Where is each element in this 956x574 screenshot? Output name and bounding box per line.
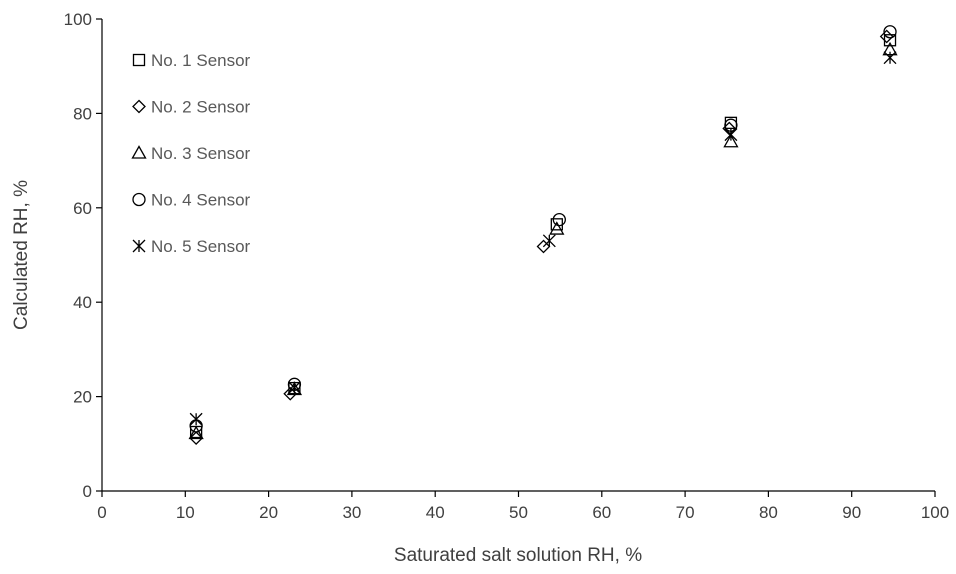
x-axis-title: Saturated salt solution RH, % xyxy=(394,545,642,566)
data-point xyxy=(189,412,203,426)
legend-item: No. 3 Sensor xyxy=(131,144,251,163)
x-tick-label: 50 xyxy=(509,503,528,522)
data-point xyxy=(536,239,551,254)
series-4 xyxy=(189,25,897,433)
x-tick-label: 30 xyxy=(342,503,361,522)
legend-marker xyxy=(132,53,146,67)
legend-marker xyxy=(132,99,146,114)
x-tick-label: 90 xyxy=(842,503,861,522)
data-point xyxy=(724,128,738,142)
x-tick-label: 20 xyxy=(259,503,278,522)
y-tick-label: 80 xyxy=(73,104,92,123)
legend-label: No. 5 Sensor xyxy=(151,237,251,256)
legend-item: No. 2 Sensor xyxy=(132,98,251,117)
legend-marker xyxy=(131,145,147,159)
series-1 xyxy=(189,34,897,439)
y-tick-label: 60 xyxy=(73,199,92,218)
x-tick-label: 40 xyxy=(426,503,445,522)
data-point xyxy=(542,234,556,248)
ticks: 0 10 20 30 40 50 60 70 80 90 100 0 20 40 60 80 100 xyxy=(64,10,950,522)
legend-label: No. 1 Sensor xyxy=(151,51,251,70)
data-points xyxy=(188,25,898,446)
y-tick-label: 100 xyxy=(64,10,92,29)
y-tick-label: 20 xyxy=(73,388,92,407)
data-point xyxy=(879,29,894,44)
legend-marker xyxy=(132,239,146,253)
y-tick-label: 40 xyxy=(73,293,92,312)
x-tick-label: 60 xyxy=(592,503,611,522)
x-tick-label: 0 xyxy=(97,503,106,522)
x-tick-label: 10 xyxy=(176,503,195,522)
data-point xyxy=(287,381,301,395)
x-tick-label: 80 xyxy=(759,503,778,522)
legend-item: No. 4 Sensor xyxy=(132,191,251,210)
data-point xyxy=(883,51,897,65)
legend-label: No. 4 Sensor xyxy=(151,191,251,210)
legend-label: No. 3 Sensor xyxy=(151,144,251,163)
series-5 xyxy=(189,51,897,426)
data-point xyxy=(723,133,739,148)
y-tick-label: 0 xyxy=(83,482,92,501)
data-point xyxy=(883,25,897,39)
data-point xyxy=(549,221,565,235)
legend-item: No. 1 Sensor xyxy=(132,51,251,70)
legend-marker xyxy=(132,192,146,207)
x-tick-label: 70 xyxy=(676,503,695,522)
data-point xyxy=(552,212,566,227)
data-point xyxy=(189,431,204,446)
data-point xyxy=(188,425,204,440)
legend-label: No. 2 Sensor xyxy=(151,98,251,117)
x-tick-label: 100 xyxy=(921,503,949,522)
legend-item: No. 5 Sensor xyxy=(132,237,251,256)
legend: No. 1 Sensor No. 2 Sensor No. 3 Sensor No. … xyxy=(131,51,251,256)
y-axis-title: Calculated RH, % xyxy=(11,180,32,330)
